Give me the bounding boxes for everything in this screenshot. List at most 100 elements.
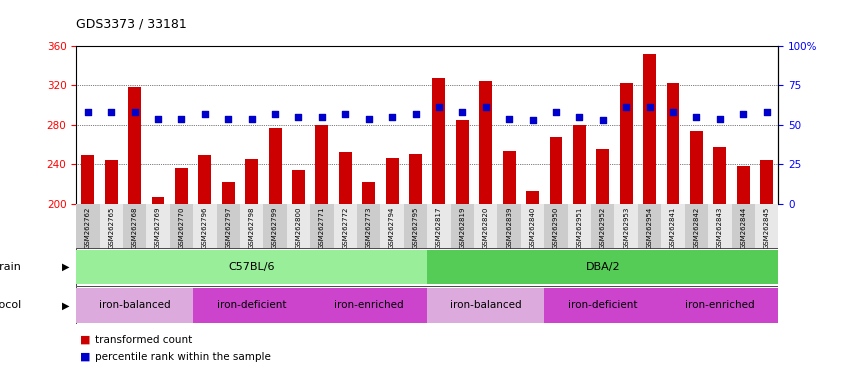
Point xyxy=(573,114,586,120)
Text: GSM262951: GSM262951 xyxy=(576,206,582,249)
Text: GSM262844: GSM262844 xyxy=(740,206,746,248)
Text: GSM262950: GSM262950 xyxy=(553,206,559,249)
Point xyxy=(151,116,165,122)
Text: iron-enriched: iron-enriched xyxy=(685,300,755,310)
Bar xyxy=(755,204,778,248)
Point xyxy=(292,114,305,120)
Text: GSM262797: GSM262797 xyxy=(225,206,231,249)
Text: ■: ■ xyxy=(80,335,91,345)
Text: GSM262794: GSM262794 xyxy=(389,206,395,249)
Text: GSM262820: GSM262820 xyxy=(483,206,489,249)
Text: DBA/2: DBA/2 xyxy=(585,262,620,272)
Text: GDS3373 / 33181: GDS3373 / 33181 xyxy=(76,18,187,31)
Bar xyxy=(684,204,708,248)
Bar xyxy=(427,204,451,248)
Point xyxy=(409,111,422,117)
Text: GSM262954: GSM262954 xyxy=(646,206,652,248)
Point xyxy=(503,116,516,122)
Bar xyxy=(123,204,146,248)
Bar xyxy=(614,204,638,248)
Bar xyxy=(170,204,193,248)
Point xyxy=(198,111,212,117)
Point xyxy=(736,111,750,117)
Text: ▶: ▶ xyxy=(62,262,69,272)
Bar xyxy=(151,197,164,204)
Text: GSM262839: GSM262839 xyxy=(506,206,512,249)
Bar xyxy=(404,204,427,248)
Bar xyxy=(81,155,94,204)
Bar xyxy=(480,81,492,204)
Bar xyxy=(544,288,662,323)
Point xyxy=(525,117,539,123)
Bar xyxy=(427,250,778,284)
Bar xyxy=(761,160,773,204)
Point xyxy=(385,114,398,120)
Bar xyxy=(357,204,381,248)
Text: iron-balanced: iron-balanced xyxy=(99,300,170,310)
Bar xyxy=(456,120,469,204)
Bar xyxy=(427,288,544,323)
Bar xyxy=(292,170,305,204)
Bar xyxy=(662,288,778,323)
Bar xyxy=(474,204,497,248)
Bar xyxy=(245,159,258,204)
Text: GSM262843: GSM262843 xyxy=(717,206,722,249)
Bar xyxy=(316,125,328,204)
Bar xyxy=(667,83,679,204)
Bar xyxy=(193,288,310,323)
Bar xyxy=(76,288,193,323)
Text: GSM262799: GSM262799 xyxy=(272,206,278,249)
Bar xyxy=(732,204,755,248)
Text: GSM262765: GSM262765 xyxy=(108,206,114,249)
Point xyxy=(174,116,188,122)
Bar xyxy=(662,204,684,248)
Text: GSM262819: GSM262819 xyxy=(459,206,465,249)
Point xyxy=(81,109,95,115)
Bar xyxy=(409,154,422,204)
Bar xyxy=(521,204,544,248)
Text: GSM262772: GSM262772 xyxy=(343,206,349,249)
Point xyxy=(643,104,656,111)
Bar xyxy=(129,88,141,204)
Bar xyxy=(105,160,118,204)
Text: GSM262762: GSM262762 xyxy=(85,206,91,249)
Bar xyxy=(643,54,656,204)
Text: GSM262845: GSM262845 xyxy=(764,206,770,248)
Bar xyxy=(381,204,404,248)
Point xyxy=(713,116,727,122)
Text: GSM262840: GSM262840 xyxy=(530,206,536,249)
Bar xyxy=(690,131,703,204)
Text: iron-enriched: iron-enriched xyxy=(334,300,404,310)
Bar xyxy=(76,204,100,248)
Text: ■: ■ xyxy=(80,352,91,362)
Text: GSM262769: GSM262769 xyxy=(155,206,161,249)
Text: GSM262842: GSM262842 xyxy=(694,206,700,248)
Bar xyxy=(339,152,352,204)
Text: iron-balanced: iron-balanced xyxy=(450,300,521,310)
Bar xyxy=(175,168,188,204)
Text: GSM262798: GSM262798 xyxy=(249,206,255,249)
Bar xyxy=(713,147,726,204)
Text: GSM262817: GSM262817 xyxy=(436,206,442,249)
Bar xyxy=(362,182,375,204)
Bar xyxy=(638,204,662,248)
Bar xyxy=(333,204,357,248)
Text: GSM262800: GSM262800 xyxy=(295,206,301,249)
Point xyxy=(432,104,446,111)
Text: percentile rank within the sample: percentile rank within the sample xyxy=(95,352,271,362)
Bar xyxy=(76,250,427,284)
Text: GSM262771: GSM262771 xyxy=(319,206,325,249)
Text: transformed count: transformed count xyxy=(95,335,192,345)
Bar xyxy=(310,288,427,323)
Point xyxy=(596,117,609,123)
Text: iron-deficient: iron-deficient xyxy=(217,300,287,310)
Bar xyxy=(591,204,614,248)
Point xyxy=(666,109,679,115)
Text: ▶: ▶ xyxy=(62,300,69,310)
Bar xyxy=(269,128,282,204)
Bar xyxy=(193,204,217,248)
Bar xyxy=(737,166,750,204)
Bar xyxy=(544,204,568,248)
Text: strain: strain xyxy=(0,262,21,272)
Bar xyxy=(620,83,633,204)
